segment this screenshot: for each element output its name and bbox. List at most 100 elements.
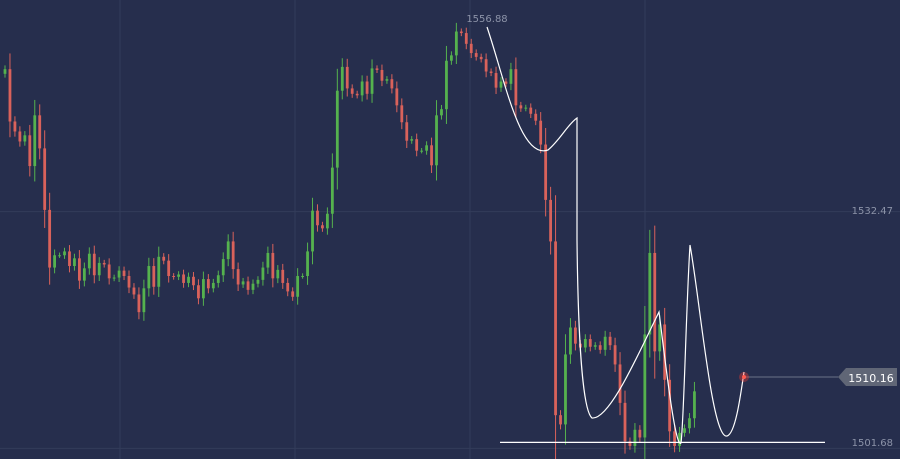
candle [479, 56, 483, 60]
candle [534, 113, 538, 121]
candle [668, 379, 672, 432]
candle [583, 339, 587, 348]
candle [450, 55, 453, 61]
candle [82, 268, 86, 281]
candle [241, 281, 245, 285]
candle [559, 415, 562, 425]
candle [643, 334, 647, 438]
candle [266, 252, 270, 268]
candle [494, 73, 498, 88]
candle [87, 253, 91, 269]
candle [142, 288, 146, 313]
candle [97, 262, 101, 276]
candle [182, 274, 185, 283]
candle [68, 251, 71, 267]
candle [78, 258, 81, 281]
candle [499, 81, 503, 88]
candle [43, 148, 47, 210]
candle [400, 105, 404, 123]
candle [603, 336, 607, 350]
candle [172, 276, 176, 278]
candle [18, 131, 22, 142]
candle [311, 210, 314, 252]
candle [385, 79, 389, 81]
candle [638, 429, 642, 438]
candle [291, 291, 295, 297]
candle [454, 31, 458, 56]
candle [613, 345, 617, 365]
candle [122, 270, 126, 277]
candle [365, 81, 369, 94]
candle [167, 260, 171, 277]
candle [415, 139, 419, 151]
candle [618, 364, 622, 403]
candle [693, 391, 696, 419]
candle [574, 327, 577, 344]
candle [256, 279, 260, 284]
candle [147, 266, 151, 289]
candle [281, 269, 285, 283]
candle [53, 255, 56, 268]
candle [350, 88, 354, 94]
candle [549, 199, 552, 242]
candle [489, 71, 493, 74]
candle [73, 258, 76, 267]
candle [554, 241, 557, 416]
pattern-curve [486, 26, 745, 444]
candle [162, 256, 166, 261]
candle [236, 269, 240, 285]
peak-price-label: 1556.88 [466, 14, 507, 25]
candle [370, 68, 374, 94]
candle [395, 88, 399, 106]
y-tick-label: 1532.47 [852, 206, 893, 217]
candle [152, 266, 156, 287]
candle [202, 279, 205, 299]
candle [261, 267, 265, 280]
candle [375, 68, 379, 70]
price-tag[interactable] [838, 368, 897, 386]
candle [306, 251, 309, 277]
candle [673, 431, 676, 446]
candle [271, 252, 275, 279]
candle [445, 60, 448, 110]
candle [430, 145, 433, 166]
candle [529, 107, 533, 114]
candle [177, 274, 180, 277]
candle [330, 167, 334, 214]
candle [509, 69, 513, 84]
candle [425, 145, 428, 151]
candle [504, 81, 508, 84]
candle [345, 66, 349, 89]
candle [3, 69, 7, 74]
candle [246, 281, 250, 290]
candle [321, 225, 324, 229]
candle [380, 69, 384, 81]
candle [593, 345, 597, 347]
candle [474, 53, 478, 57]
candle [197, 285, 200, 299]
candle [38, 115, 42, 149]
candle [440, 109, 443, 116]
candle [63, 251, 66, 256]
candle [132, 287, 136, 295]
candle [514, 69, 518, 106]
candle [335, 90, 339, 168]
candle [157, 256, 161, 287]
candle [192, 276, 195, 286]
candle [296, 276, 300, 297]
candle [405, 122, 409, 141]
candle [390, 79, 394, 89]
candle [544, 144, 548, 200]
candle [435, 115, 438, 166]
candle [653, 252, 657, 352]
candle [226, 241, 230, 260]
candle [658, 324, 662, 352]
candle [286, 282, 290, 292]
candle [206, 279, 210, 289]
candle [251, 283, 255, 290]
candle [28, 135, 32, 167]
candle [127, 276, 131, 288]
